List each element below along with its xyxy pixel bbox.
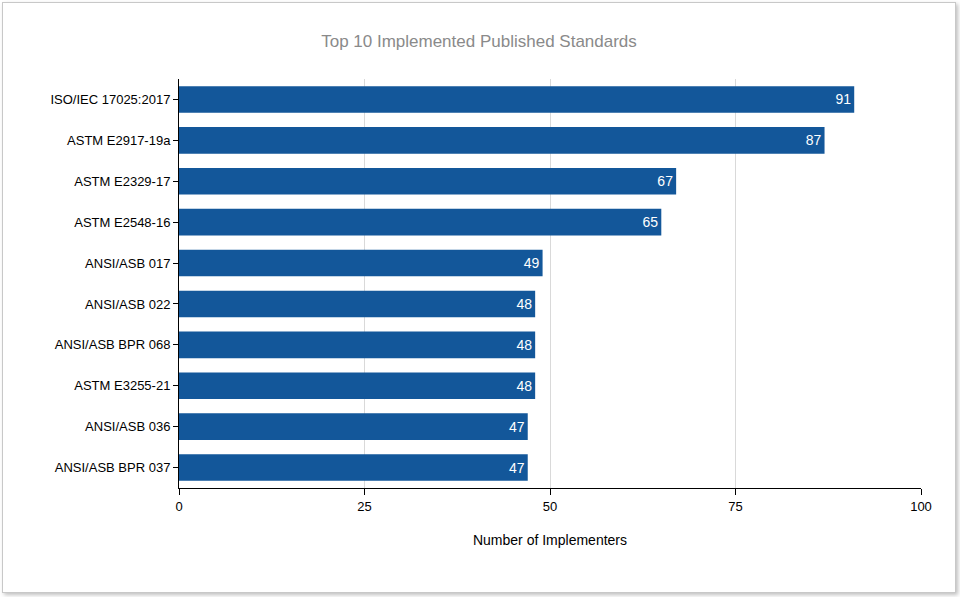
svg-text:87: 87 (806, 132, 822, 148)
svg-text:ISO/IEC 17025:2017: ISO/IEC 17025:2017 (50, 92, 170, 107)
svg-text:48: 48 (516, 296, 532, 312)
svg-text:65: 65 (643, 214, 659, 230)
svg-text:75: 75 (728, 499, 742, 514)
svg-text:ASTM E2548-16: ASTM E2548-16 (74, 215, 170, 230)
svg-text:47: 47 (509, 460, 525, 476)
svg-text:ASTM E3255-21: ASTM E3255-21 (74, 378, 170, 393)
svg-text:25: 25 (357, 499, 371, 514)
svg-text:91: 91 (835, 91, 851, 107)
svg-text:ANSI/ASB 017: ANSI/ASB 017 (85, 256, 170, 271)
svg-text:ANSI/ASB BPR 068: ANSI/ASB BPR 068 (55, 337, 171, 352)
svg-text:ANSI/ASB 022: ANSI/ASB 022 (85, 297, 170, 312)
svg-text:49: 49 (524, 255, 540, 271)
svg-text:ASTM E2917-19a: ASTM E2917-19a (67, 133, 171, 148)
svg-text:100: 100 (910, 499, 932, 514)
svg-text:67: 67 (657, 173, 673, 189)
svg-text:48: 48 (516, 378, 532, 394)
svg-text:ASTM E2329-17: ASTM E2329-17 (74, 174, 170, 189)
svg-text:0: 0 (175, 499, 182, 514)
svg-text:50: 50 (543, 499, 557, 514)
svg-text:ANSI/ASB BPR 037: ANSI/ASB BPR 037 (55, 460, 171, 475)
svg-text:Number of Implementers: Number of Implementers (473, 532, 627, 548)
svg-text:ANSI/ASB 036: ANSI/ASB 036 (85, 419, 170, 434)
svg-text:Top 10 Implemented Published S: Top 10 Implemented Published Standards (321, 32, 637, 51)
svg-text:48: 48 (516, 337, 532, 353)
svg-text:47: 47 (509, 419, 525, 435)
